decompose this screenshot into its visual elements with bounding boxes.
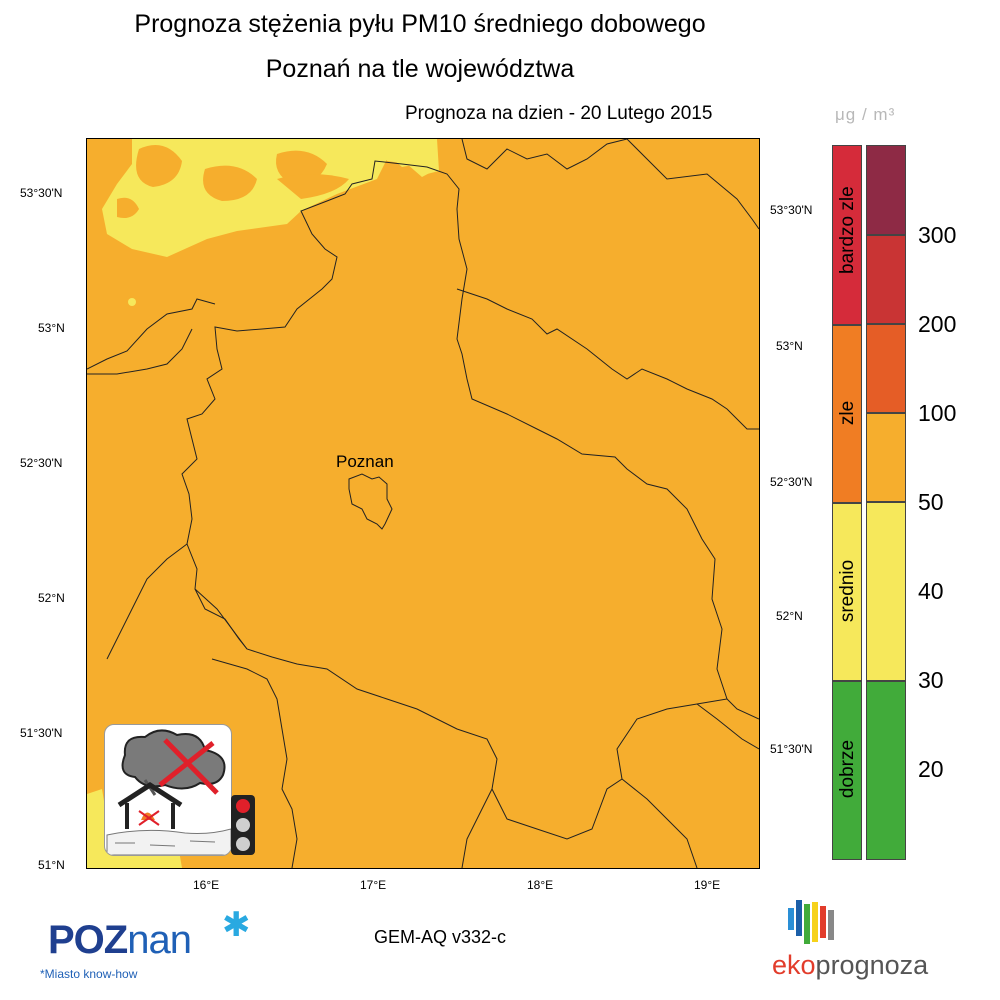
lat-label: 52°30'N [770, 475, 813, 489]
legend-cat-srednio [832, 503, 862, 681]
legend-level-band [866, 502, 906, 681]
legend-level-band [866, 324, 906, 413]
lat-label: 53°N [776, 339, 803, 353]
legend-level-band [866, 681, 906, 860]
lat-label: 51°30'N [20, 726, 63, 740]
lat-label: 51°N [38, 858, 65, 872]
ekoprognoza-logo-icon [788, 898, 836, 948]
legend-level-value: 300 [918, 222, 957, 248]
lon-label: 17°E [360, 878, 387, 892]
asterisk-icon: ✱ [222, 906, 251, 944]
city-label: Poznan [336, 452, 394, 471]
lat-label: 52°N [776, 609, 803, 623]
poznan-city-border [348, 473, 393, 530]
legend-level-band [866, 413, 906, 502]
traffic-light-icon [231, 795, 255, 855]
lon-label: 16°E [193, 878, 220, 892]
lat-label: 53°N [38, 321, 65, 335]
lon-label: 18°E [527, 878, 554, 892]
legend-level-value: 20 [918, 756, 944, 782]
forecast-date: Prognoza na dzien - 20 Lutego 2015 [405, 103, 713, 124]
model-label: GEM-AQ v332-c [374, 927, 507, 947]
legend-cat-label: dobrze [837, 739, 858, 799]
legend-cat-bardzo-zle [832, 145, 862, 325]
pollution-zone-medium [102, 139, 437, 257]
legend-cat-label: srednio [837, 559, 858, 623]
legend-level-value: 100 [918, 400, 957, 426]
legend-cat-label: zle [837, 400, 858, 426]
lon-label: 19°E [694, 878, 721, 892]
ekoprognoza-logo-text: ekoprognoza [772, 950, 929, 980]
lat-label: 53°30'N [20, 186, 63, 200]
legend-cat-label: bardzo zle [837, 186, 858, 274]
poznan-tagline: *Miasto know-how [40, 967, 138, 981]
lat-label: 52°N [38, 591, 65, 605]
no-burning-pictogram [104, 724, 232, 856]
lat-label: 51°30'N [770, 742, 813, 756]
legend-level-value: 200 [918, 311, 957, 337]
map-subtitle: Poznań na tle województwa [265, 55, 575, 83]
legend-level-value: 40 [918, 578, 944, 604]
map-title: Prognoza stężenia pyłu PM10 średniego do… [134, 10, 706, 38]
poznan-logo: POZnan [48, 918, 192, 962]
legend-cat-dobrze [832, 681, 862, 860]
legend-level-band [866, 145, 906, 235]
voivodeship-border [181, 160, 728, 840]
unit-label: μg / m³ [835, 105, 896, 124]
lat-label: 53°30'N [770, 203, 813, 217]
legend-level-value: 50 [918, 489, 944, 515]
legend-level-band [866, 235, 906, 324]
legend-cat-zle [832, 325, 862, 503]
legend-level-value: 30 [918, 667, 944, 693]
lat-label: 52°30'N [20, 456, 63, 470]
